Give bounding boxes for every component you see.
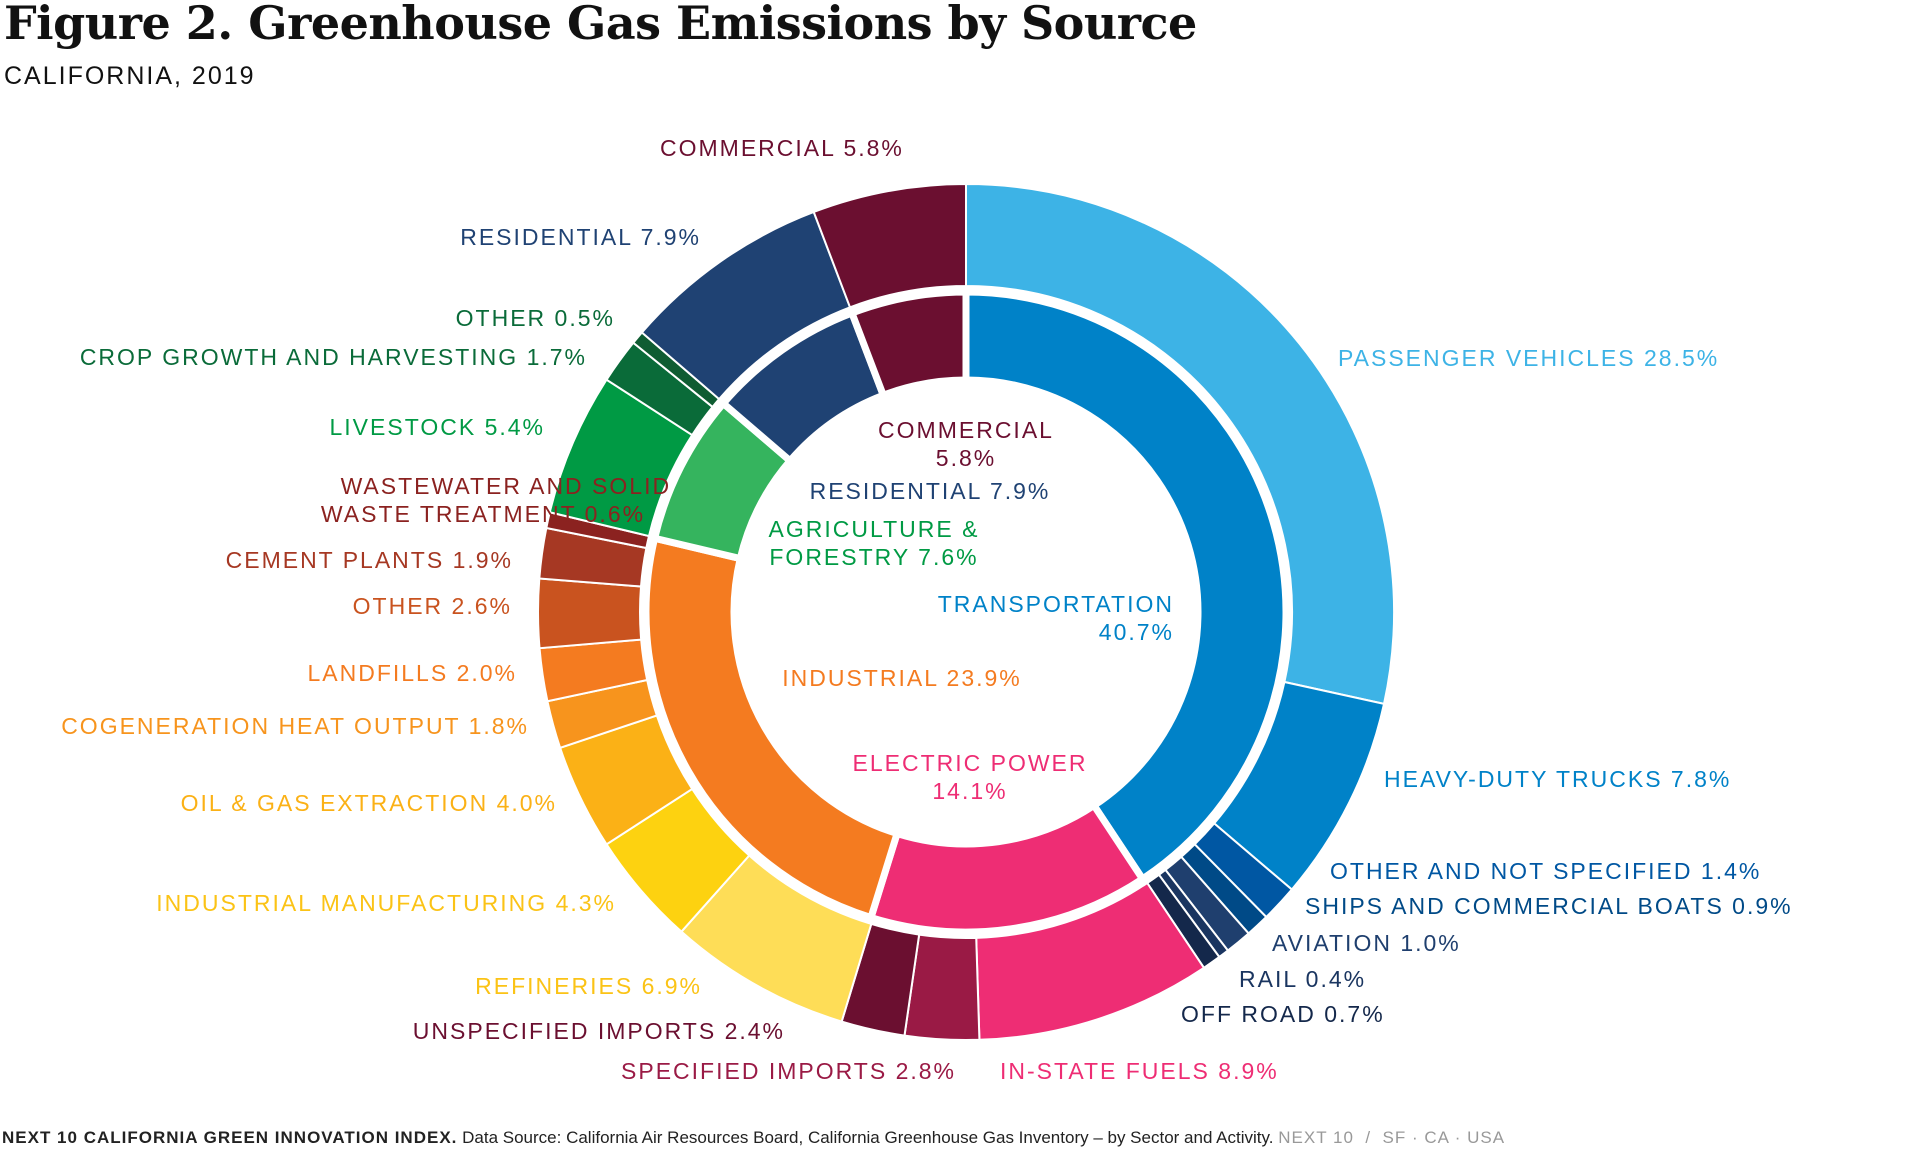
label-oil-gas: OIL & GAS EXTRACTION 4.0% — [180, 790, 557, 816]
inner-wedge-industrial — [642, 534, 902, 922]
label-crop-growth: CROP GROWTH AND HARVESTING 1.7% — [79, 344, 587, 370]
label-rail: RAIL 0.4% — [1239, 966, 1367, 992]
chart-subtitle: CALIFORNIA, 2019 — [4, 62, 256, 90]
label-line: ELECTRIC POWER — [852, 750, 1088, 776]
label-other-industrial: OTHER 2.6% — [352, 593, 512, 619]
inner-wedge-commercial — [847, 288, 970, 400]
label-residential: RESIDENTIAL 7.9% — [460, 224, 701, 250]
inner-label-commercial: COMMERCIAL 5.8% — [878, 416, 1054, 472]
label-line: 5.8% — [935, 445, 997, 471]
label-other-agriculture: OTHER 0.5% — [455, 305, 615, 331]
inner-label-agriculture: AGRICULTURE & FORESTRY 7.6% — [769, 515, 980, 571]
label-line: FORESTRY 7.6% — [769, 544, 979, 570]
inner-label-industrial: INDUSTRIAL 23.9% — [782, 665, 1022, 691]
label-line: WASTEWATER AND SOLID — [340, 473, 672, 499]
outer-ring — [537, 182, 1395, 1041]
label-ships: SHIPS AND COMMERCIAL BOATS 0.9% — [1305, 893, 1793, 919]
inner-label-residential: RESIDENTIAL 7.9% — [809, 478, 1051, 504]
footer: NEXT 10 CALIFORNIA GREEN INNOVATION INDE… — [2, 1128, 1505, 1148]
label-commercial: COMMERCIAL 5.8% — [660, 135, 904, 161]
footer-source: Data Source: California Air Resources Bo… — [462, 1128, 1274, 1147]
label-passenger-vehicles: PASSENGER VEHICLES 28.5% — [1338, 345, 1720, 371]
label-aviation: AVIATION 1.0% — [1272, 930, 1461, 956]
label-in-state-fuels: IN-STATE FUELS 8.9% — [1000, 1058, 1279, 1084]
inner-label-electric-power: ELECTRIC POWER 14.1% — [852, 749, 1087, 805]
inner-ring — [642, 288, 1290, 936]
outer-wedge-commercial — [812, 182, 967, 309]
label-other-not-specified: OTHER AND NOT SPECIFIED 1.4% — [1330, 858, 1762, 884]
label-off-road: OFF ROAD 0.7% — [1181, 1001, 1385, 1027]
label-specified-imports: SPECIFIED IMPORTS 2.8% — [621, 1058, 956, 1084]
label-line: AGRICULTURE & — [768, 516, 980, 542]
inner-label-transportation: TRANSPORTATION 40.7% — [938, 590, 1174, 646]
label-wastewater: WASTEWATER AND SOLID WASTE TREATMENT 0.6… — [321, 472, 671, 528]
chart-title: Figure 2. Greenhouse Gas Emissions by So… — [4, 0, 1197, 50]
footer-org: NEXT 10 CALIFORNIA GREEN INNOVATION INDE… — [2, 1128, 458, 1147]
label-line: 14.1% — [932, 778, 1008, 804]
label-cement-plants: CEMENT PLANTS 1.9% — [225, 547, 513, 573]
outer-wedge-other-industrial — [537, 577, 643, 650]
inner-wedge-transportation — [962, 288, 1290, 884]
label-unspecified-imports: UNSPECIFIED IMPORTS 2.4% — [412, 1018, 785, 1044]
label-line: COMMERCIAL — [878, 417, 1054, 443]
label-landfills: LANDFILLS 2.0% — [307, 660, 517, 686]
label-cogeneration: COGENERATION HEAT OUTPUT 1.8% — [61, 713, 529, 739]
outer-wedge-passenger-vehicles — [965, 182, 1395, 706]
label-line: WASTE TREATMENT 0.6% — [320, 501, 646, 527]
label-industrial-manufacturing: INDUSTRIAL MANUFACTURING 4.3% — [156, 890, 616, 916]
label-livestock: LIVESTOCK 5.4% — [329, 414, 545, 440]
label-heavy-duty-trucks: HEAVY-DUTY TRUCKS 7.8% — [1384, 766, 1732, 792]
footer-brand: NEXT 10 / SF · CA · USA — [1278, 1128, 1506, 1147]
label-refineries: REFINERIES 6.9% — [475, 973, 702, 999]
label-line: TRANSPORTATION — [937, 591, 1174, 617]
label-line: 40.7% — [1098, 619, 1174, 645]
